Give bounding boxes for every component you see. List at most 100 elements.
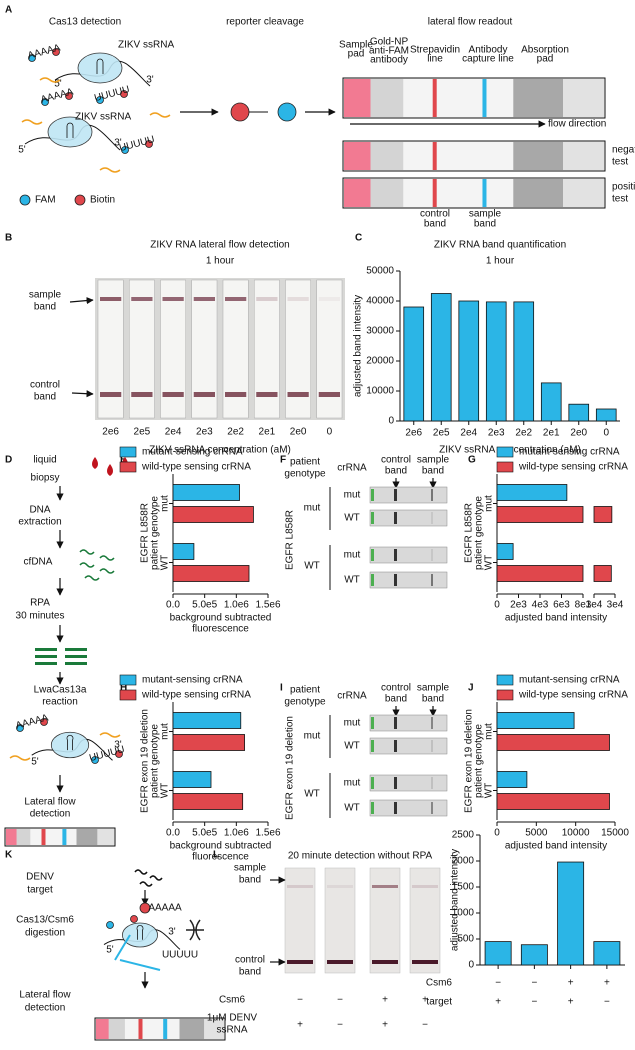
x-tick-label: 2e5 [433,428,450,439]
y-tick-label: 0 [468,960,474,971]
label: test [612,157,628,168]
cas13 [47,116,93,148]
photo-strip [369,571,448,589]
bar [484,941,512,966]
bar [513,301,535,422]
sample-band [431,574,433,586]
bar [172,565,250,582]
label: genotype [284,697,326,708]
label: EGFR L858R [285,510,296,570]
bar [172,506,254,523]
condition-label: + [568,978,574,989]
squiggle [99,732,121,738]
control-band [225,392,247,397]
squiggle [39,77,61,83]
bar [595,408,617,422]
squiggle [9,755,31,761]
x-axis-label: background subtracted [170,613,272,624]
bar-segment [593,506,613,523]
label: patient [290,457,320,468]
label: negative [612,145,635,156]
condition-label: − [604,997,610,1008]
label: biopsy [31,473,60,484]
droplet [107,464,113,476]
control-band [193,392,215,397]
crrna [136,925,144,940]
control-band [394,802,397,814]
y-axis-label: patient genotype [150,496,161,570]
x-tick-label: 0 [494,600,500,611]
label: mut [344,718,361,729]
bar [172,543,195,560]
label: 3' [168,927,176,938]
label: 1μM DENV [207,1013,258,1024]
y-tick-label: 1000 [452,908,475,919]
panel-letter: H [120,683,127,694]
label: RPA [30,598,50,609]
test-line [62,829,67,845]
x-tick-label: 2e2 [515,428,532,439]
bar [496,793,610,810]
control-band [394,717,397,729]
label: mut [344,550,361,561]
amplicon [65,655,87,658]
control-band [318,392,340,397]
squiggle [84,575,100,581]
label: + [297,1020,303,1031]
y-axis-label: adjusted band intensity [450,849,461,951]
panel-letter: G [468,455,476,466]
bar [496,543,514,560]
reporter-tag: AAAAA [15,712,50,731]
panel-letter: I [280,683,283,694]
amplicon [65,662,87,665]
droplet [92,457,98,469]
x-axis-label: fluorescence [192,852,249,863]
bar [496,506,613,523]
sample-band [412,885,438,888]
control-line [41,829,46,845]
chart-title: ZIKV RNA lateral flow detection [150,240,290,251]
biotin [145,140,153,148]
x-axis-label: fluorescence [192,624,249,635]
label: target [27,885,53,896]
amplicon [35,655,57,658]
x-tick-label: 10000 [562,828,590,839]
sample-band [225,297,247,301]
sample-pad [344,142,372,170]
bar [568,403,590,422]
category-label: 0 [327,427,333,438]
y-tick-label: 50000 [366,266,394,277]
sample-band [431,717,433,729]
label: Sample [339,40,373,51]
y-tick-label: mut [484,495,495,512]
label: 5' [54,79,62,90]
photo-strip [369,714,448,732]
y-axis-label: EGFR L858R [464,503,475,563]
label: pad [348,49,365,60]
legend-swatch [496,461,514,473]
label: detection [25,1003,66,1014]
condition-label: − [495,978,501,989]
y-tick-label: 500 [457,934,474,945]
label: control [235,955,265,966]
panel-letter: C [355,233,362,244]
label: − [297,995,303,1006]
label: WT [344,513,360,524]
absorption-pad [76,829,98,845]
photo-strip [369,546,448,564]
label: anti-FAM [369,46,409,57]
bar [172,712,242,729]
control-band [394,740,397,752]
x-tick-label: 4e3 [532,600,549,611]
x-tick-label: 15000 [601,828,629,839]
crrna [66,122,74,138]
control-band [100,392,122,397]
x-tick-label: 6e3 [553,600,570,611]
y-tick-label: WT [484,783,495,799]
x-tick-label: 0.0 [166,828,180,839]
label: Strepavidin [410,45,460,56]
end-pad [563,142,604,170]
sample-band [431,777,433,789]
strip-tip [371,549,374,561]
sample-band [100,297,122,301]
